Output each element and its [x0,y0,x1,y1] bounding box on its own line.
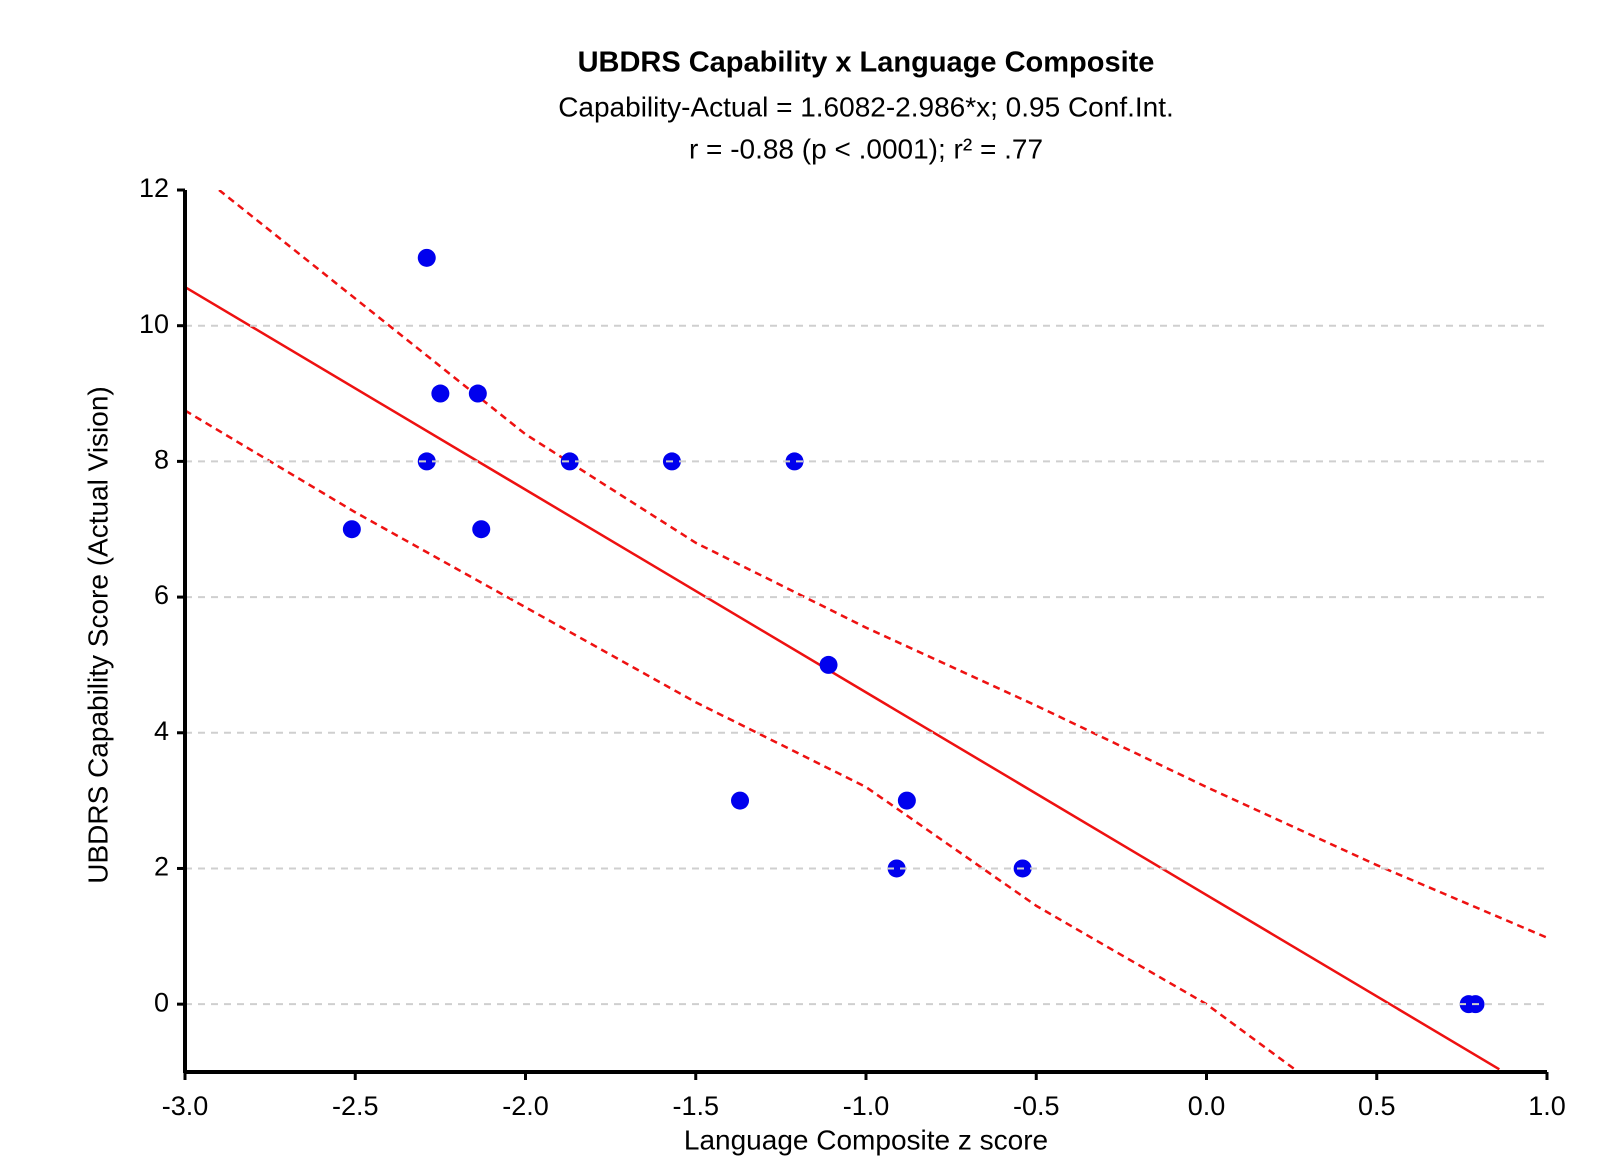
x-tick-label: -1.5 [672,1091,719,1121]
x-tick-label: -0.5 [1013,1091,1060,1121]
x-tick-label: -3.0 [162,1091,209,1121]
chart-title: UBDRS Capability x Language Composite [578,47,1155,79]
x-tick-label: 0.0 [1188,1091,1226,1121]
point [819,655,838,674]
y-tick-label: 6 [154,580,169,610]
plot-area [185,190,1547,1072]
point [468,384,487,403]
point [785,452,804,471]
confidence-line [185,409,1300,1072]
point [417,452,436,471]
y-tick-label: 12 [139,173,169,203]
point [431,384,450,403]
point [731,791,750,810]
x-tick-label: 0.5 [1358,1091,1396,1121]
x-axis-label: Language Composite z score [684,1124,1048,1155]
y-tick-label: 8 [154,445,169,475]
chart-subtitle: Capability-Actual = 1.6082-2.986*x; 0.95… [558,91,1174,122]
point [417,248,436,267]
point [887,859,906,878]
point [472,520,491,539]
y-tick-label: 10 [139,309,169,339]
point [897,791,916,810]
x-tick-label: -2.5 [332,1091,379,1121]
point [342,520,361,539]
y-tick-label: 0 [154,987,169,1017]
chart-subtitle: r = -0.88 (p < .0001); r² = .77 [689,133,1043,164]
y-tick-label: 4 [154,716,169,746]
confidence-line [218,190,1547,939]
point [560,452,579,471]
x-tick-label: -1.0 [843,1091,890,1121]
y-axis-label: UBDRS Capability Score (Actual Vision) [82,386,113,883]
x-tick-label: -2.0 [502,1091,549,1121]
fit-line [185,285,1500,1071]
y-tick-label: 2 [154,852,169,882]
x-tick-label: 1.0 [1528,1091,1566,1121]
